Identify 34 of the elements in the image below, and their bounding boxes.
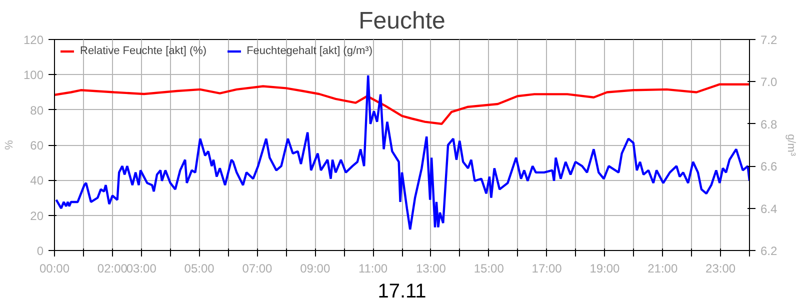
y-tick-label: 120 [23, 33, 44, 47]
x-tick-label: 02:00 [97, 262, 128, 276]
y-tick-label: 100 [23, 68, 44, 82]
y2-tick-label: 6.8 [760, 117, 778, 132]
y2-tick-label: 7.2 [760, 33, 778, 47]
x-tick-label: 03:00 [126, 262, 157, 276]
line-series [55, 74, 750, 230]
x-tick-label: 17:00 [532, 262, 562, 276]
x-axis-title: 17.11 [378, 280, 426, 300]
legend-label: Relative Feuchte [akt] (%) [80, 45, 207, 57]
x-tick-label: 23:00 [706, 262, 736, 276]
y-axis-title: % [3, 140, 16, 150]
x-tick-label: 13:00 [416, 262, 446, 276]
y2-tick-label: 6.4 [760, 202, 778, 216]
x-tick-label: 15:00 [474, 262, 504, 276]
y-tick-label: 60 [30, 138, 44, 152]
y2-tick-label: 6.6 [760, 160, 778, 174]
x-tick-label: 05:00 [184, 262, 215, 276]
y-tick-label: 80 [30, 103, 44, 118]
x-tick-label: 11:00 [358, 262, 388, 276]
x-tick-label: 09:00 [300, 262, 330, 276]
x-tick-label: 21:00 [648, 262, 678, 276]
y2-tick-label: 7.0 [760, 75, 778, 90]
y-tick-label: 0 [36, 244, 44, 258]
line-series [54, 83, 750, 125]
x-tick-label: 07:00 [242, 262, 273, 276]
y-tick-label: 20 [30, 208, 44, 223]
chart-title: Feuchte [358, 8, 446, 34]
x-tick-label: 00:00 [39, 262, 70, 276]
x-tick-label: 19:00 [590, 262, 620, 276]
legend-label: Feuchtegehalt [akt] (g/m³) [246, 45, 373, 57]
y-tick-label: 40 [30, 174, 44, 188]
y2-axis-title: g/m³ [785, 134, 798, 156]
y2-tick-label: 6.2 [760, 244, 778, 258]
